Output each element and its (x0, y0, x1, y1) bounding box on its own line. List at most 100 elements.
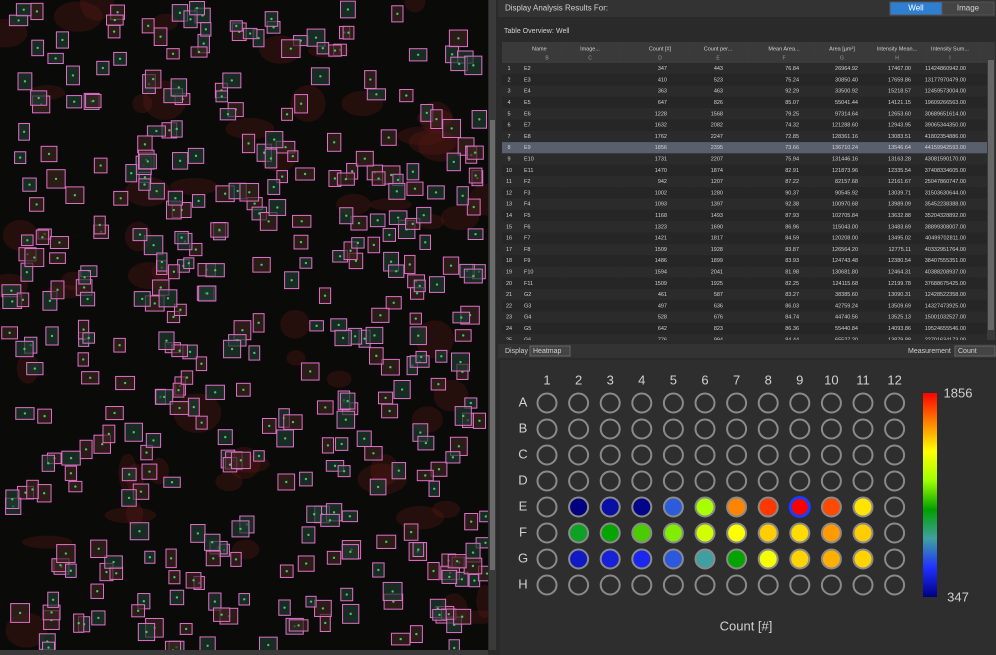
empty-well[interactable] (884, 418, 906, 440)
empty-well[interactable] (568, 418, 590, 440)
empty-well[interactable] (757, 470, 779, 492)
empty-well[interactable] (789, 574, 811, 596)
empty-well[interactable] (757, 392, 779, 414)
well[interactable] (757, 548, 779, 570)
well[interactable] (599, 548, 621, 570)
empty-well[interactable] (789, 392, 811, 414)
empty-well[interactable] (852, 470, 874, 492)
empty-well[interactable] (820, 392, 842, 414)
table-row[interactable] (502, 243, 987, 256)
empty-well[interactable] (568, 574, 590, 596)
well[interactable] (820, 522, 842, 544)
empty-well[interactable] (757, 418, 779, 440)
empty-well[interactable] (884, 522, 906, 544)
well[interactable] (820, 548, 842, 570)
table-row[interactable] (502, 209, 987, 222)
dropdown-value[interactable]: Heatmap (533, 348, 562, 355)
empty-well[interactable] (536, 392, 558, 414)
empty-well[interactable] (884, 548, 906, 570)
empty-well[interactable] (820, 418, 842, 440)
empty-well[interactable] (694, 574, 716, 596)
well[interactable] (694, 522, 716, 544)
empty-well[interactable] (726, 574, 748, 596)
empty-well[interactable] (568, 444, 590, 466)
empty-well[interactable] (884, 574, 906, 596)
table-row[interactable] (502, 130, 987, 143)
empty-well[interactable] (536, 444, 558, 466)
selected-row[interactable] (502, 142, 987, 154)
well[interactable] (662, 496, 684, 518)
well[interactable] (662, 548, 684, 570)
empty-well[interactable] (536, 470, 558, 492)
empty-well[interactable] (789, 444, 811, 466)
tab-label[interactable]: Image (957, 4, 980, 13)
well[interactable] (852, 496, 874, 518)
empty-well[interactable] (599, 574, 621, 596)
empty-well[interactable] (536, 496, 558, 518)
empty-well[interactable] (694, 444, 716, 466)
empty-well[interactable] (820, 444, 842, 466)
empty-well[interactable] (536, 574, 558, 596)
well[interactable] (726, 496, 748, 518)
table-row[interactable] (502, 164, 987, 176)
well[interactable] (631, 522, 653, 544)
well[interactable] (599, 496, 621, 518)
well[interactable] (852, 548, 874, 570)
empty-well[interactable] (599, 470, 621, 492)
empty-well[interactable] (536, 522, 558, 544)
table-row[interactable] (502, 108, 987, 120)
empty-well[interactable] (757, 444, 779, 466)
empty-well[interactable] (884, 470, 906, 492)
table-row[interactable] (502, 153, 987, 165)
table-row[interactable] (502, 322, 987, 335)
table-row[interactable] (502, 289, 987, 301)
table-row[interactable] (502, 300, 987, 312)
well[interactable] (757, 496, 779, 518)
empty-well[interactable] (599, 392, 621, 414)
empty-well[interactable] (852, 392, 874, 414)
table-row[interactable] (502, 176, 987, 188)
table-row[interactable] (502, 85, 987, 97)
empty-well[interactable] (662, 418, 684, 440)
empty-well[interactable] (789, 418, 811, 440)
empty-well[interactable] (536, 418, 558, 440)
empty-well[interactable] (631, 418, 653, 440)
table-row[interactable] (502, 198, 987, 210)
well[interactable] (789, 522, 811, 544)
table-row[interactable] (502, 311, 987, 323)
empty-well[interactable] (568, 470, 590, 492)
empty-well[interactable] (631, 392, 653, 414)
well[interactable] (568, 548, 590, 570)
empty-well[interactable] (599, 418, 621, 440)
well[interactable] (820, 496, 842, 518)
tab-image[interactable] (941, 1, 995, 16)
empty-well[interactable] (599, 444, 621, 466)
well[interactable] (757, 522, 779, 544)
well[interactable] (852, 522, 874, 544)
empty-well[interactable] (820, 470, 842, 492)
empty-well[interactable] (662, 470, 684, 492)
empty-well[interactable] (852, 574, 874, 596)
empty-well[interactable] (568, 392, 590, 414)
empty-well[interactable] (662, 574, 684, 596)
empty-well[interactable] (631, 574, 653, 596)
well[interactable] (568, 496, 590, 518)
table-row[interactable] (502, 334, 987, 345)
well[interactable] (631, 496, 653, 518)
table-row[interactable] (502, 255, 987, 267)
empty-well[interactable] (726, 392, 748, 414)
empty-well[interactable] (631, 444, 653, 466)
empty-well[interactable] (726, 444, 748, 466)
scroll-thumb[interactable] (490, 120, 495, 570)
empty-well[interactable] (662, 444, 684, 466)
table-row[interactable] (502, 63, 987, 75)
scroll-thumb[interactable] (988, 60, 994, 330)
empty-well[interactable] (852, 444, 874, 466)
well[interactable] (662, 522, 684, 544)
table-row[interactable] (502, 74, 987, 86)
table-row[interactable] (502, 221, 987, 233)
empty-well[interactable] (694, 392, 716, 414)
measurement-dropdown[interactable] (954, 345, 996, 357)
empty-well[interactable] (820, 574, 842, 596)
table-row[interactable] (502, 96, 987, 109)
